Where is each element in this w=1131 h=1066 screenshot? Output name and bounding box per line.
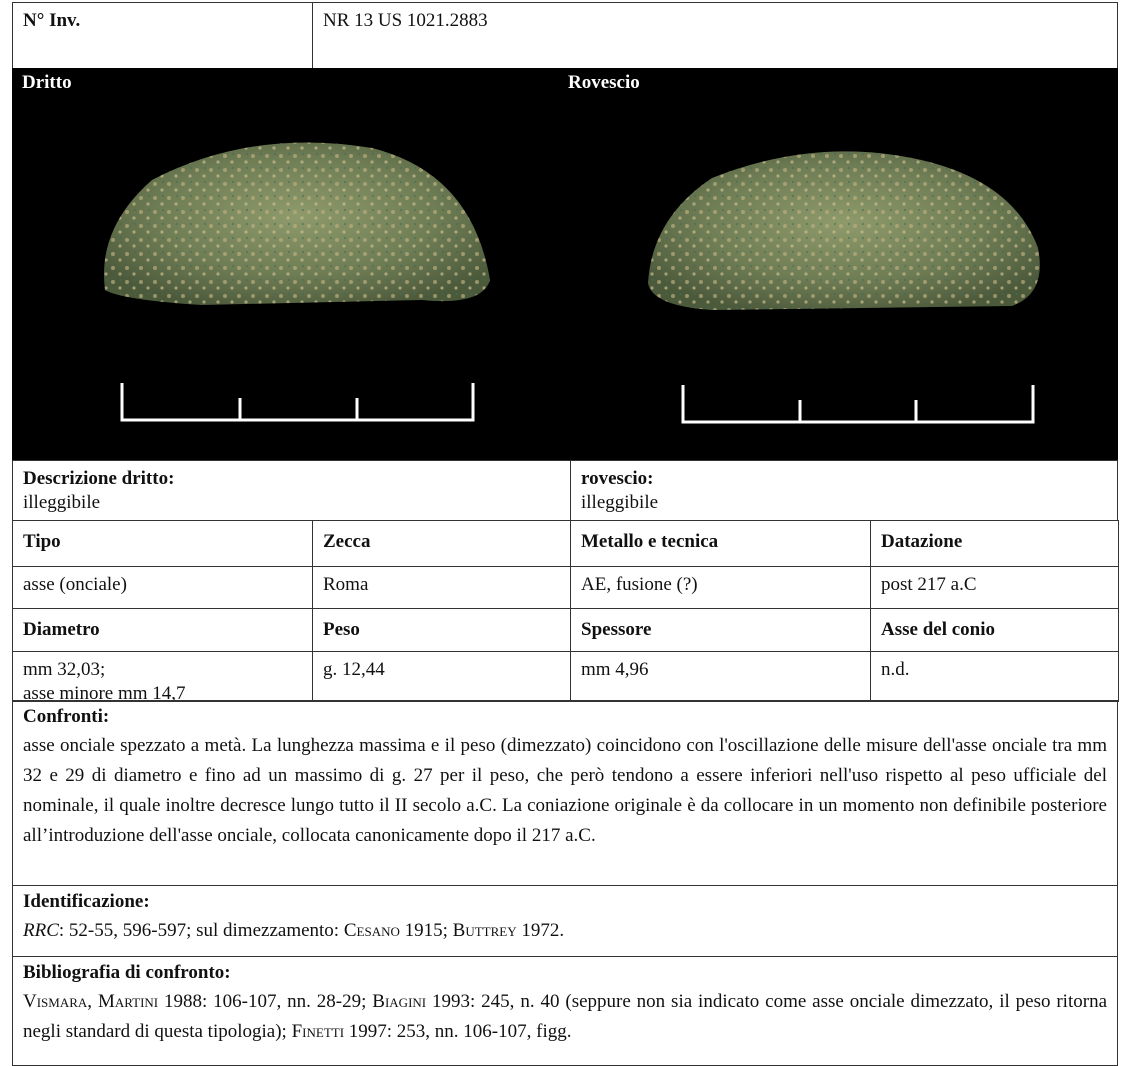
- table-header-cell: Peso: [312, 608, 571, 652]
- table-header-cell: Diametro: [12, 608, 313, 652]
- inv-label: N° Inv.: [12, 2, 313, 69]
- text-segment: RRC: [23, 920, 59, 941]
- table-header-cell: Spessore: [570, 608, 871, 652]
- confronti-text: asse onciale spezzato a metà. La lunghez…: [23, 731, 1107, 851]
- reverse-description-text: illeggibile: [581, 491, 1107, 515]
- text-segment: 1972.: [517, 920, 565, 941]
- table-cell: AE, fusione (?): [570, 566, 871, 609]
- table-cell: n.d.: [870, 651, 1119, 702]
- identificazione-section: Identificazione: RRC: 52-55, 596-597; su…: [12, 885, 1118, 957]
- reverse-label: Rovescio: [568, 72, 640, 94]
- table-header-cell: Metallo e tecnica: [570, 520, 871, 567]
- obverse-label: Dritto: [22, 72, 72, 94]
- text-segment: Buttrey: [453, 920, 517, 941]
- text-segment: Biagini: [372, 991, 426, 1012]
- bibliografia-section: Bibliografia di confronto: Vismara, Mart…: [12, 956, 1118, 1066]
- text-segment: 1915;: [400, 920, 453, 941]
- table-cell: mm 32,03; asse minore mm 14,7: [12, 651, 313, 702]
- text-segment: Cesano: [344, 920, 400, 941]
- text-segment: Martini: [98, 991, 158, 1012]
- text-segment: ,: [87, 991, 98, 1012]
- obverse-description-text: illeggibile: [23, 491, 560, 515]
- table-cell: asse (onciale): [12, 566, 313, 609]
- page: N° Inv. NR 13 US 1021.2883 Dritto Rovesc…: [0, 0, 1131, 1048]
- text-segment: 1988: 106-107, nn. 28-29;: [158, 991, 372, 1012]
- text-segment: 1997: 253, nn. 106-107, figg.: [344, 1021, 571, 1042]
- obverse-description: Descrizione dritto: illeggibile: [12, 460, 571, 521]
- bibliografia-text: Vismara, Martini 1988: 106-107, nn. 28-2…: [23, 987, 1107, 1047]
- confronti-title: Confronti:: [23, 705, 1107, 729]
- confronti-section: Confronti: asse onciale spezzato a metà.…: [12, 700, 1118, 886]
- table-header-cell: Datazione: [870, 520, 1119, 567]
- table-cell: mm 4,96: [570, 651, 871, 702]
- inv-value: NR 13 US 1021.2883: [312, 2, 1118, 69]
- table-cell: g. 12,44: [312, 651, 571, 702]
- text-segment: : 52-55, 596-597; sul dimezzamento:: [59, 920, 344, 941]
- table-header-cell: Zecca: [312, 520, 571, 567]
- image-panel: Dritto Rovescio: [12, 68, 1118, 460]
- text-segment: Finetti: [292, 1021, 344, 1042]
- table-header-cell: Asse del conio: [870, 608, 1119, 652]
- reverse-description: rovescio: illeggibile: [570, 460, 1118, 521]
- table-header-cell: Tipo: [12, 520, 313, 567]
- identificazione-text: RRC: 52-55, 596-597; sul dimezzamento: C…: [23, 916, 1107, 946]
- obverse-coin: [104, 142, 490, 305]
- table-cell: Roma: [312, 566, 571, 609]
- text-segment: Vismara: [23, 991, 87, 1012]
- bibliografia-title: Bibliografia di confronto:: [23, 961, 1107, 985]
- obverse-description-label: Descrizione dritto:: [23, 467, 560, 491]
- table-cell: post 217 a.C: [870, 566, 1119, 609]
- coin-images: [12, 68, 1118, 460]
- identificazione-title: Identificazione:: [23, 890, 1107, 914]
- reverse-description-label: rovescio:: [581, 467, 1107, 491]
- scale-bar: [122, 383, 1033, 422]
- reverse-coin: [648, 151, 1040, 310]
